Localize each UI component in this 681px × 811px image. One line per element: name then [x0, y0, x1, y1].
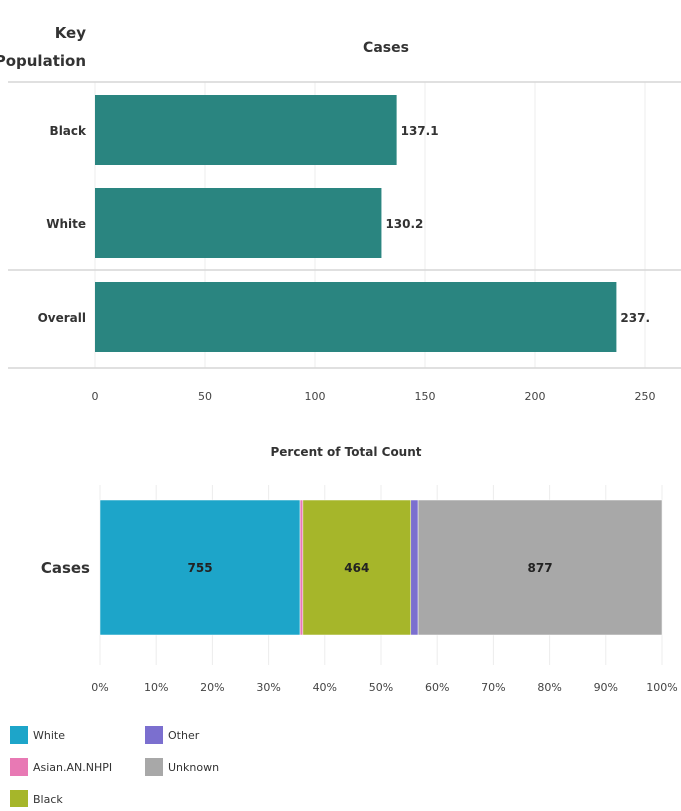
legend-swatch: [10, 758, 28, 776]
legend-item-black[interactable]: Black: [10, 790, 63, 808]
chart-2-title: Percent of Total Count: [270, 445, 421, 459]
x-tick-label: 70%: [481, 681, 505, 694]
x-tick-label: 10%: [144, 681, 168, 694]
x-tick-label: 250: [635, 390, 656, 403]
legend-item-other[interactable]: Other: [145, 726, 200, 744]
category-label: White: [46, 217, 86, 231]
chart-1-x-tick-labels: 0 50 100 150 200 250: [92, 390, 656, 403]
legend-swatch: [10, 726, 28, 744]
category-label: Black: [50, 124, 87, 138]
x-tick-label: 0: [92, 390, 99, 403]
chart-2-x-tick-labels: 0% 10% 20% 30% 40% 50% 60% 70% 80% 90% 100%: [91, 681, 677, 694]
x-tick-label: 80%: [537, 681, 561, 694]
legend: White Other Asian.AN.NHPI Unknown Black: [10, 726, 219, 808]
legend-label: Other: [168, 729, 200, 742]
x-tick-label: 60%: [425, 681, 449, 694]
row-header: Key Population: [0, 24, 86, 70]
segment-label: 755: [188, 561, 213, 575]
bar-black: [95, 95, 397, 165]
row-header-line-1: Key: [55, 24, 87, 42]
segment-asian-an-nhpi: [299, 499, 304, 636]
legend-swatch: [145, 726, 163, 744]
legend-item-white[interactable]: White: [10, 726, 65, 744]
bar-white: [95, 188, 382, 258]
x-tick-label: 50%: [369, 681, 393, 694]
x-tick-label: 50: [198, 390, 212, 403]
chart-1-separators: [8, 81, 681, 369]
category-label: Overall: [38, 311, 86, 325]
segment-label: 464: [344, 561, 369, 575]
row-header-line-2: Population: [0, 52, 86, 70]
x-tick-label: 40%: [313, 681, 337, 694]
legend-label: Unknown: [168, 761, 219, 774]
legend-label: Black: [33, 793, 63, 806]
segment-other: [410, 499, 419, 636]
segment-unknown: [417, 499, 663, 636]
legend-item-asian-an-nhpi[interactable]: Asian.AN.NHPI: [10, 758, 112, 776]
chart-1-title: Cases: [363, 40, 409, 56]
x-tick-label: 150: [415, 390, 436, 403]
legend-label: Asian.AN.NHPI: [33, 761, 112, 774]
bar-overall: [95, 282, 617, 352]
x-tick-label: 100%: [646, 681, 677, 694]
chart-1-category-labels: Black White Overall: [38, 124, 87, 325]
legend-item-unknown[interactable]: Unknown: [145, 758, 219, 776]
x-tick-label: 100: [305, 390, 326, 403]
segment-black: [302, 499, 412, 636]
legend-swatch: [145, 758, 163, 776]
chart-2-segments: [99, 499, 663, 636]
x-tick-label: 20%: [200, 681, 224, 694]
segment-label: 877: [528, 561, 553, 575]
chart-1-value-labels: 137.1 130.2 237.: [385, 124, 650, 325]
x-tick-label: 30%: [256, 681, 280, 694]
value-label: 130.2: [385, 217, 423, 231]
chart-1-bars: [95, 95, 617, 352]
x-tick-label: 200: [525, 390, 546, 403]
value-label: 137.1: [401, 124, 439, 138]
x-tick-label: 90%: [594, 681, 618, 694]
x-tick-label: 0%: [91, 681, 108, 694]
legend-swatch: [10, 790, 28, 808]
value-label: 237.: [620, 311, 650, 325]
chart-2-segment-labels: 755 464 877: [188, 561, 553, 575]
chart-2-category-label: Cases: [41, 559, 90, 577]
legend-label: White: [33, 729, 65, 742]
segment-white: [99, 499, 301, 636]
